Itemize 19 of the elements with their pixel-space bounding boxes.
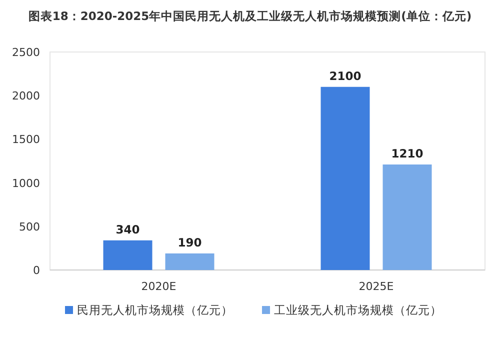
- data-label: 2100: [329, 68, 362, 83]
- y-tick-label: 1000: [12, 176, 40, 190]
- y-tick-label: 2000: [12, 90, 40, 103]
- bar: [320, 86, 370, 270]
- bar: [382, 164, 432, 270]
- y-tick-label: 500: [19, 220, 40, 234]
- bar: [165, 253, 214, 270]
- chart-title: 图表18：2020-2025年中国民用无人机及工业级无人机市场规模预测(单位：亿元): [28, 9, 472, 23]
- bar: [103, 240, 152, 270]
- data-label: 1210: [391, 146, 424, 160]
- y-tick-label: 1500: [12, 133, 40, 146]
- x-tick-label: 2020E: [141, 280, 176, 293]
- x-tick-label: 2025E: [358, 280, 394, 293]
- y-tick-label: 2500: [12, 46, 40, 59]
- data-label: 340: [116, 222, 140, 236]
- legend-label: 民用无人机市场规模（亿元）: [77, 303, 233, 317]
- data-label: 190: [178, 235, 202, 250]
- legend-label: 工业级无人机市场规模（亿元）: [274, 303, 442, 317]
- y-tick-label: 0: [33, 264, 40, 277]
